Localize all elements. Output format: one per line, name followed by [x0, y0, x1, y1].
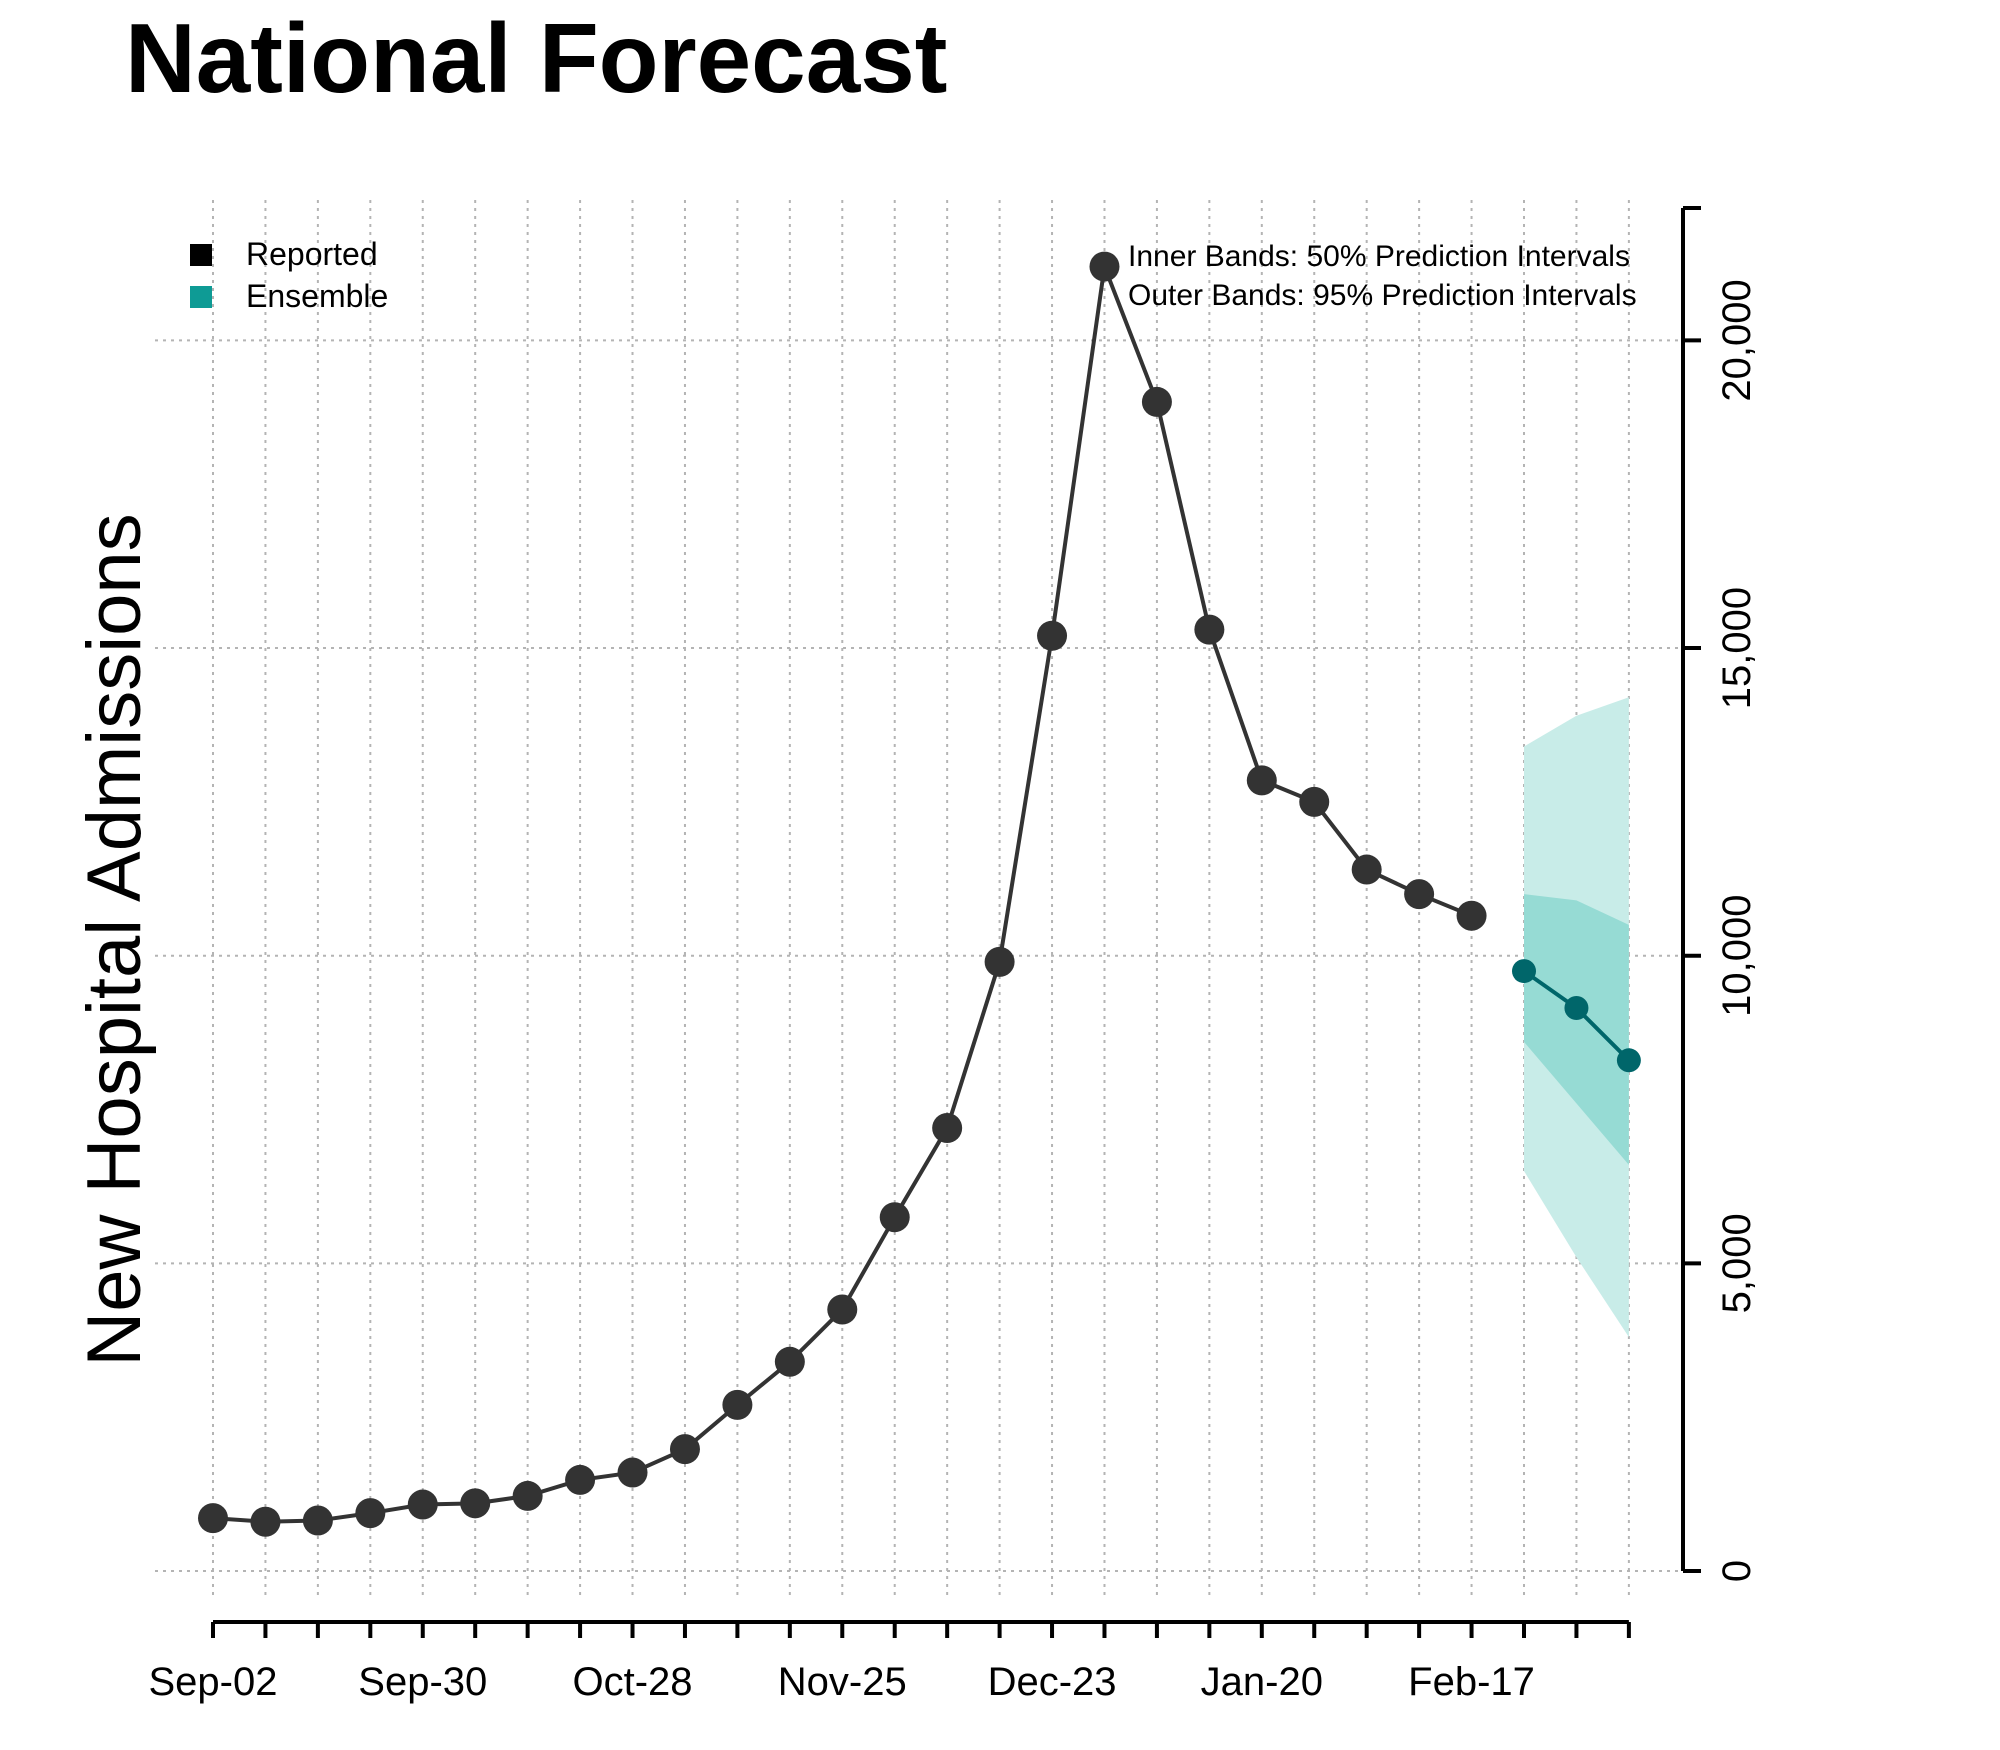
legend-swatch-ensemble	[190, 286, 212, 308]
reported-line	[212, 258, 1473, 1524]
reported-point	[250, 1506, 281, 1537]
legend-label-reported: Reported	[246, 236, 378, 272]
x-tick-label: Feb-17	[1408, 1660, 1535, 1704]
reported-point	[512, 1480, 543, 1511]
interval-note-outer: Outer Bands: 95% Prediction Intervals	[1128, 279, 1637, 312]
x-axis: Sep-02 Sep-30 Oct-28 Nov-25 Dec-23 Jan-20 Feb-…	[149, 1620, 1631, 1704]
legend-swatch-reported	[190, 244, 212, 266]
reported-point	[407, 1489, 438, 1520]
reported-point	[565, 1464, 596, 1495]
ensemble-point	[1512, 959, 1536, 984]
reported-point	[617, 1457, 648, 1488]
chart-title: National Forecast	[125, 3, 947, 113]
y-tick-label: 15,000	[1715, 587, 1759, 709]
y-axis-label: New Hospital Admissions	[72, 513, 157, 1366]
y-tick-label: 20,000	[1715, 279, 1759, 401]
reported-point	[722, 1389, 753, 1420]
interval-note-inner: Inner Bands: 50% Prediction Intervals	[1128, 240, 1630, 273]
reported-point	[1456, 900, 1487, 931]
reported-point	[198, 1503, 228, 1534]
interval-note: Inner Bands: 50% Prediction Intervals Ou…	[1128, 240, 1637, 312]
band-50-percent	[1524, 894, 1629, 1165]
reported-point	[932, 1112, 963, 1143]
x-tick-label: Sep-30	[358, 1660, 487, 1704]
grid	[155, 200, 1683, 1600]
x-tick-label: Oct-28	[572, 1660, 692, 1704]
reported-point	[1037, 620, 1068, 651]
reported-point	[1194, 614, 1225, 645]
reported-point	[774, 1346, 805, 1377]
ensemble-point	[1616, 1048, 1641, 1073]
y-tick-label: 10,000	[1715, 895, 1759, 1017]
reported-point	[1299, 786, 1330, 817]
y-tick-label: 0	[1715, 1560, 1759, 1582]
reported-point	[1089, 251, 1120, 282]
x-tick-label: Nov-25	[778, 1660, 907, 1704]
reported-point	[1351, 854, 1382, 885]
reported-point	[302, 1505, 333, 1536]
x-tick-label: Jan-20	[1201, 1660, 1323, 1704]
y-axis: 0 5,000 10,000 15,000 20,000	[1681, 206, 1759, 1582]
reported-point	[669, 1434, 700, 1465]
reported-point	[827, 1294, 858, 1325]
reported-point	[355, 1498, 386, 1529]
reported-point	[984, 946, 1015, 977]
y-tick-label: 5,000	[1715, 1213, 1759, 1313]
legend: Reported Ensemble	[190, 236, 388, 314]
x-tick-label: Dec-23	[988, 1660, 1117, 1704]
series-points	[198, 251, 1641, 1537]
legend-label-ensemble: Ensemble	[246, 278, 388, 314]
reported-point	[1404, 879, 1435, 910]
reported-point	[460, 1488, 491, 1519]
ensemble-point	[1564, 996, 1589, 1021]
x-tick-label: Sep-02	[149, 1660, 278, 1704]
reported-point	[879, 1202, 910, 1233]
reported-point	[1246, 765, 1277, 796]
reported-point	[1141, 386, 1172, 417]
